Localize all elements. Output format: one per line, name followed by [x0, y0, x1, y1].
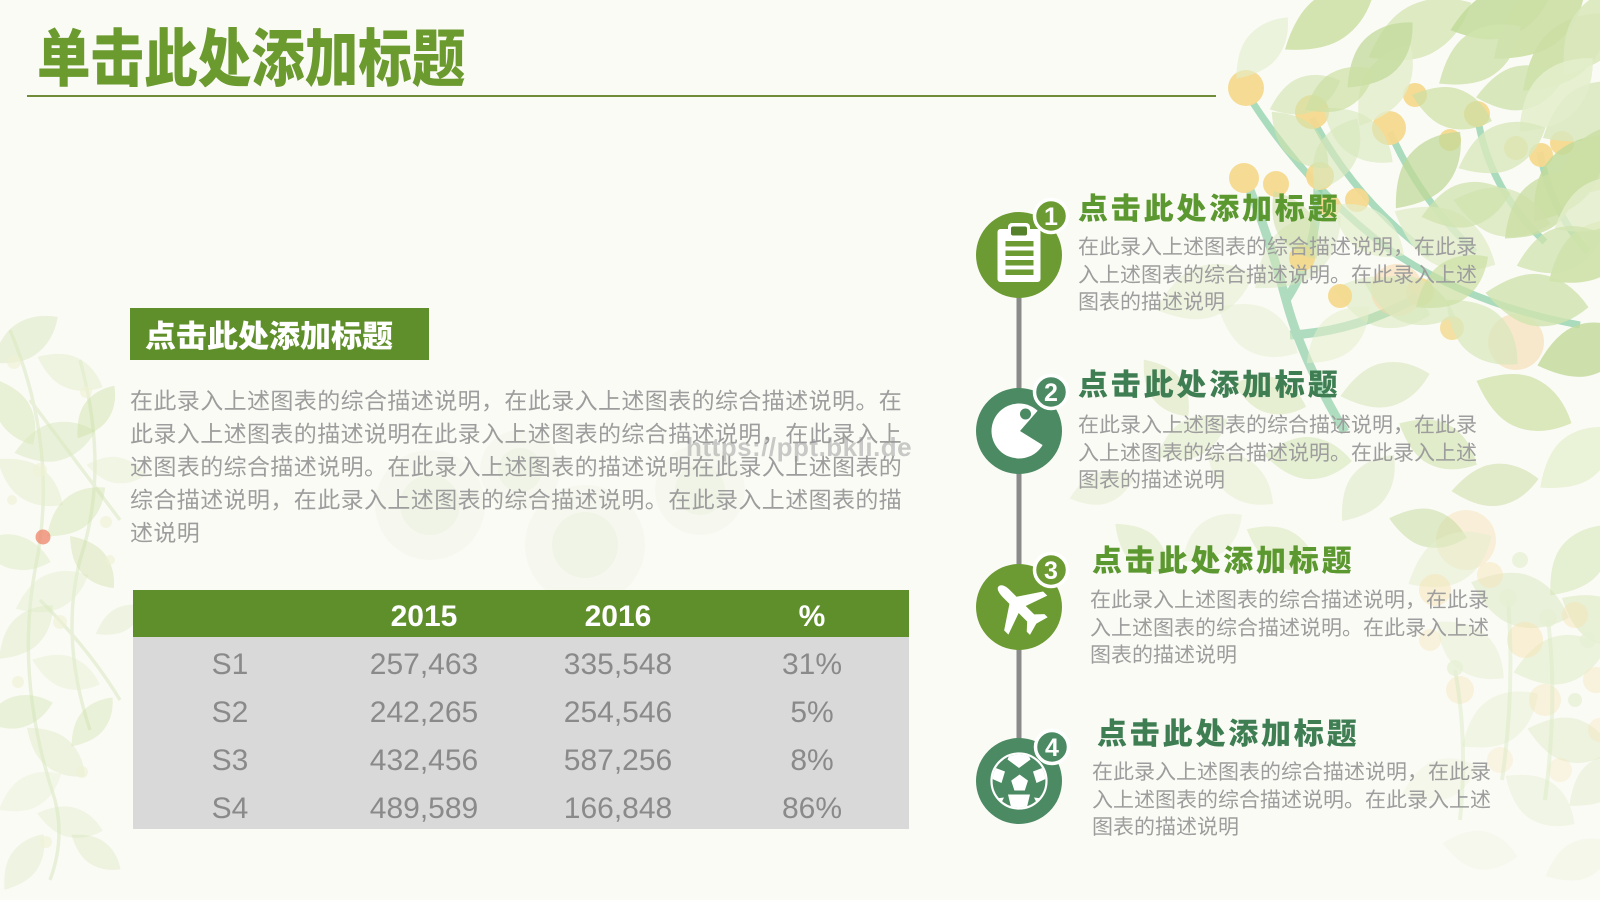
svg-text:1: 1	[1044, 203, 1058, 231]
svg-text:4: 4	[1045, 734, 1059, 762]
svg-text:3: 3	[1044, 557, 1058, 585]
svg-text:2: 2	[1044, 379, 1058, 407]
